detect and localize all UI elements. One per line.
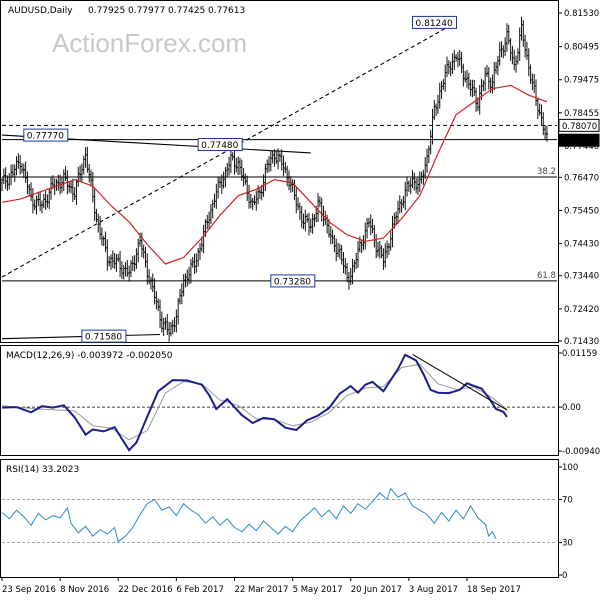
- date-tick-label: 3 Aug 2017: [409, 585, 458, 595]
- macd-layer: MACD(12,26,9) -0.003972 -0.002050 0.01159…: [1, 349, 600, 457]
- price-panel-frame: [0, 0, 559, 343]
- fib-level-label: 38.2: [537, 167, 556, 177]
- macd-tick-label: 0.01159: [562, 349, 597, 359]
- price-marker-box: [558, 118, 600, 132]
- price-annotation-label: 0.73280: [274, 277, 311, 287]
- macd-label: MACD(12,26,9) -0.003972 -0.002050: [6, 351, 173, 361]
- price-annotation-label: 0.81240: [416, 19, 453, 29]
- date-tick-label: 6 Feb 2017: [176, 585, 224, 595]
- ohlc-low: 0.77425: [168, 6, 205, 16]
- price-annotation-box: [81, 329, 127, 343]
- price-tick-label: 0.72420: [564, 305, 599, 315]
- date-tick-label: 20 Jun 2017: [351, 585, 402, 595]
- macd-panel-frame: [0, 345, 559, 456]
- macd-trend-line: [412, 353, 508, 411]
- macd-tick-label: -0.009408: [562, 447, 600, 457]
- price-series: [0, 16, 549, 342]
- rsi-tick-label: 100: [562, 463, 578, 473]
- date-tick-label: 23 Sep 2016: [2, 585, 56, 595]
- macd-line: [1, 353, 508, 452]
- date-tick-label: 8 Nov 2016: [60, 585, 109, 595]
- price-tick-label: 0.75450: [564, 206, 599, 216]
- rsi-layer: RSI(14) 33.2023 100 70 30 0: [1, 463, 578, 581]
- price-marker-label: 0.77613: [562, 137, 597, 147]
- price-annotation-box: [197, 138, 243, 152]
- rsi-line: [1, 487, 497, 543]
- price-tick-label: 0.76470: [564, 173, 599, 183]
- price-markers: 0.78070 0.77613: [558, 118, 600, 147]
- trend-line: [1, 333, 161, 340]
- price-horizontal-lines: 38.2 61.8: [2, 124, 557, 282]
- rsi-tick-label: 30: [562, 539, 573, 549]
- price-annotation-box: [270, 274, 316, 288]
- price-marker-box: [558, 133, 600, 147]
- price-annotation-label: 0.77480: [201, 141, 238, 151]
- price-tick-label: 0.71430: [564, 337, 599, 347]
- price-tick-label: 0.80495: [564, 43, 599, 53]
- date-axis: 23 Sep 2016 8 Nov 2016 22 Dec 2016 6 Feb 20…: [1, 577, 521, 595]
- price-annotations: 0.81240 0.77770 0.77480 0.73280 0.71580: [23, 15, 458, 343]
- ohlc-open: 0.77925: [88, 6, 125, 16]
- moving-average-line: [1, 84, 548, 265]
- price-annotation-label: 0.77770: [27, 132, 64, 142]
- date-tick-label: 22 Mar 2017: [234, 585, 288, 595]
- price-tick-label: 0.81530: [564, 9, 599, 19]
- price-tick-label: 0.77440: [564, 142, 599, 152]
- date-tick-label: 18 Sep 2017: [467, 585, 521, 595]
- date-tick-label: 5 May 2017: [293, 585, 343, 595]
- price-marker-label: 0.78070: [562, 122, 597, 132]
- price-tick-label: 0.73440: [564, 272, 599, 282]
- chart-header: AUDUSD,Daily 0.77925 0.77977 0.77425 0.7…: [8, 6, 245, 16]
- rsi-tick-label: 0: [562, 571, 567, 581]
- price-tick-label: 0.74430: [564, 240, 599, 250]
- price-tick-label: 0.79475: [564, 76, 599, 86]
- ohlc-close: 0.77613: [208, 6, 245, 16]
- symbol-label: AUDUSD,Daily: [8, 6, 73, 16]
- watermark: ActionForex.com: [52, 28, 247, 58]
- price-tick-label: 0.78455: [564, 109, 599, 119]
- macd-tick-label: 0.00: [562, 403, 581, 413]
- fib-level-label: 61.8: [537, 271, 556, 281]
- price-axis: 0.81530 0.80495 0.79475 0.78455 0.77440 0.764…: [558, 9, 599, 347]
- date-tick-label: 22 Dec 2016: [118, 585, 172, 595]
- price-annotation-box: [23, 128, 69, 142]
- rsi-label: RSI(14) 33.2023: [6, 465, 79, 475]
- price-annotation-label: 0.71580: [85, 333, 122, 343]
- rsi-panel-frame: [0, 459, 559, 578]
- rsi-tick-label: 70: [562, 495, 573, 505]
- ohlc-high: 0.77977: [128, 6, 165, 16]
- price-annotation-box: [412, 15, 458, 29]
